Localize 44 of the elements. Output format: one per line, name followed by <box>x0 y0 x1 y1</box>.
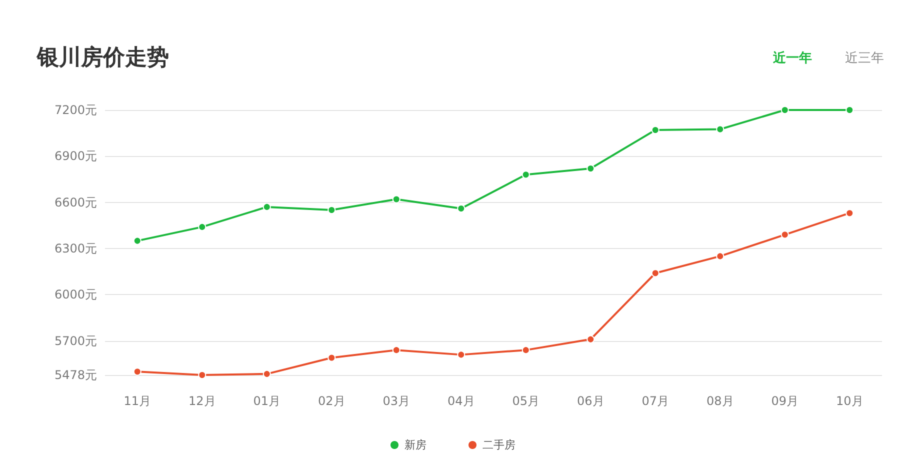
point <box>328 354 336 362</box>
legend-label: 新房 <box>404 438 426 452</box>
point <box>457 350 466 359</box>
point <box>846 106 854 114</box>
y-tick-label: 6300元 <box>54 242 97 256</box>
point <box>133 368 142 376</box>
point <box>586 335 595 344</box>
point <box>133 236 142 245</box>
x-tick-label: 11月 <box>124 394 152 408</box>
point <box>522 346 530 354</box>
legend-label: 二手房 <box>482 438 516 452</box>
x-tick-label: 02月 <box>318 394 346 408</box>
x-tick-label: 05月 <box>512 394 540 408</box>
y-tick-label: 5478元 <box>54 368 97 382</box>
x-tick-label: 08月 <box>706 394 734 408</box>
point <box>716 125 724 134</box>
y-tick-label: 6600元 <box>54 195 97 210</box>
point <box>198 371 206 379</box>
y-tick-label: 7200元 <box>54 103 97 117</box>
y-tick-label: 6900元 <box>54 149 97 164</box>
point <box>262 370 271 378</box>
x-tick-label: 04月 <box>447 394 475 408</box>
x-tick-label: 03月 <box>382 394 410 408</box>
chart-title: 银川房价走势 <box>36 44 169 70</box>
point <box>780 230 789 239</box>
point <box>780 106 789 114</box>
point <box>262 202 271 211</box>
text: 近一年 <box>772 50 812 66</box>
y-tick-label: 5700元 <box>54 334 97 348</box>
text: 近三年 <box>845 51 884 66</box>
x-tick-label: 06月 <box>576 394 604 408</box>
x-tick-label: 10月 <box>836 394 864 408</box>
x-tick-label: 01月 <box>253 394 281 408</box>
point <box>392 346 400 354</box>
x-tick-label: 12月 <box>188 394 216 408</box>
y-tick-label: 6000元 <box>54 288 97 302</box>
x-tick-label: 09月 <box>771 394 799 408</box>
point <box>392 195 400 204</box>
point <box>198 222 206 231</box>
point <box>522 170 530 179</box>
point <box>716 252 724 260</box>
point <box>651 269 660 278</box>
x-tick-label: 07月 <box>642 394 670 408</box>
point <box>846 209 854 218</box>
